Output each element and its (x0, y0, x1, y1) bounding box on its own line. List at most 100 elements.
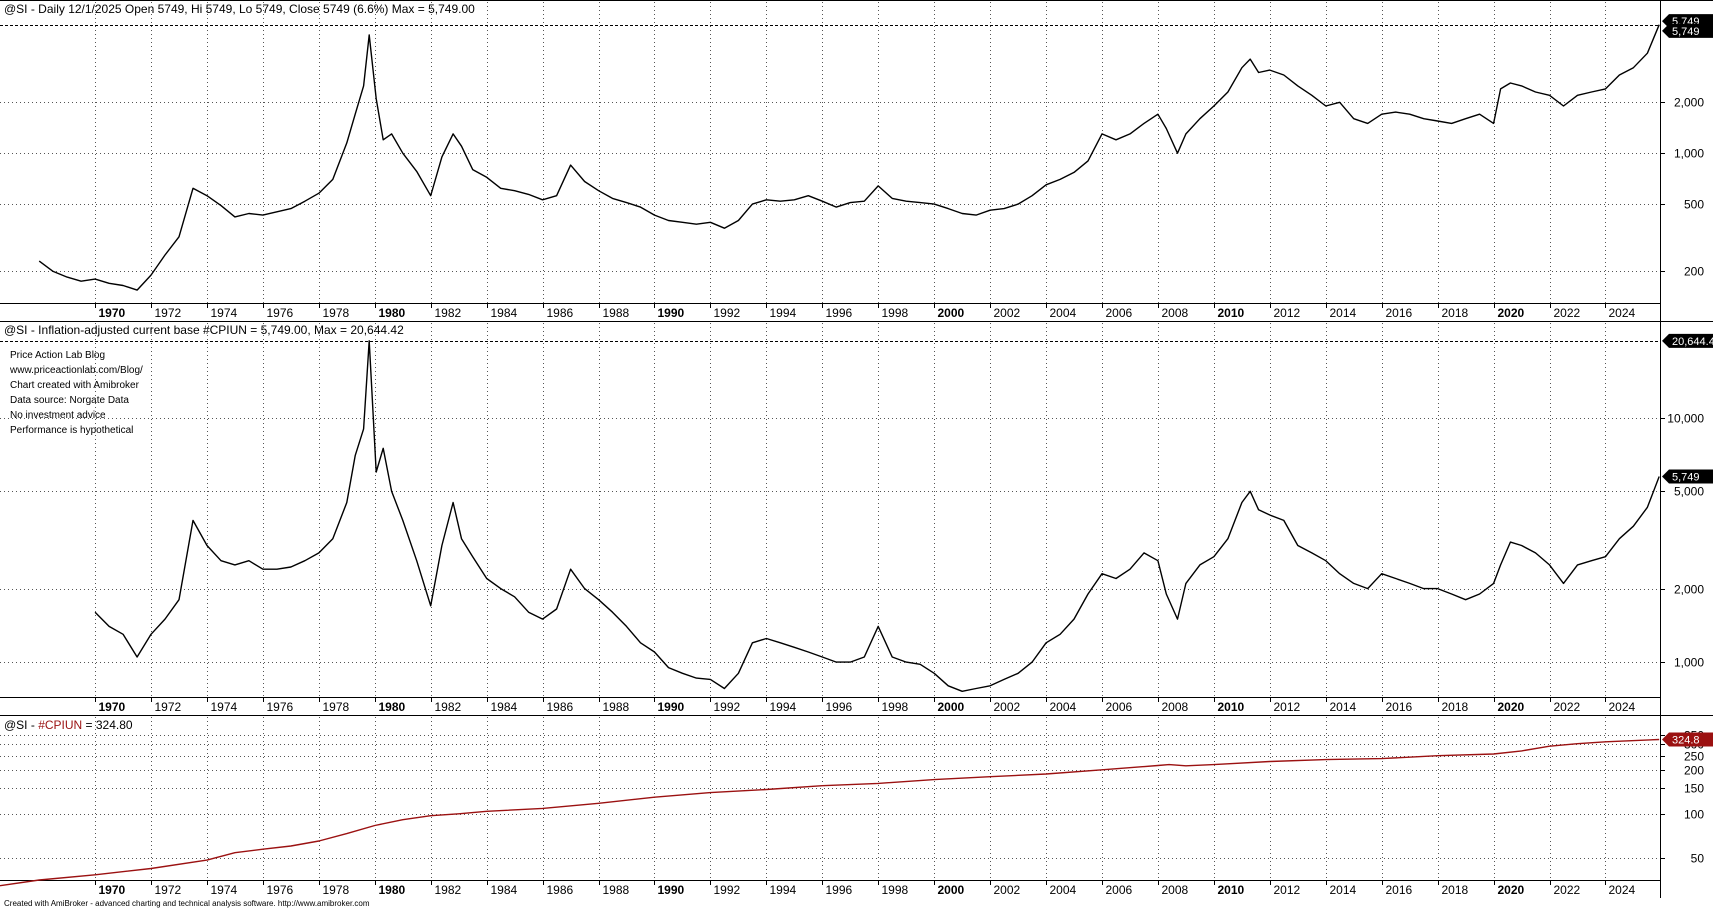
date-tick-label: 1994 (770, 306, 797, 320)
date-tick-label: 2006 (1106, 700, 1133, 714)
series-line (94, 340, 1660, 692)
last-value-badge-label: 5,749 (1672, 471, 1700, 483)
date-tick-label: 1984 (491, 700, 518, 714)
value-tick-label: 250 (1684, 750, 1704, 764)
date-tick-label: 1988 (603, 883, 630, 897)
date-tick-label: 2016 (1386, 306, 1413, 320)
date-tick-label: 2004 (1050, 883, 1077, 897)
date-tick-label: 1974 (211, 883, 238, 897)
date-tick-label: 2002 (994, 700, 1021, 714)
value-tick-label: 5,000 (1674, 485, 1704, 499)
date-tick-label: 1992 (714, 700, 741, 714)
date-tick-label: 2000 (938, 700, 965, 714)
date-tick-label: 1980 (379, 883, 406, 897)
date-tick-label: 2006 (1106, 883, 1133, 897)
date-tick-label: 2014 (1330, 700, 1357, 714)
date-tick-label: 1994 (770, 700, 797, 714)
note-line: Chart created with Amibroker (10, 380, 140, 391)
date-tick-label: 1976 (267, 883, 294, 897)
note-line: Price Action Lab Blog (10, 350, 105, 361)
value-tick-label: 1,000 (1674, 147, 1704, 161)
date-tick-label: 1984 (491, 883, 518, 897)
value-tick-label: 2,000 (1674, 96, 1704, 110)
date-tick-label: 2000 (938, 883, 965, 897)
date-tick-label: 1978 (323, 883, 350, 897)
date-tick-label: 2020 (1498, 306, 1525, 320)
date-tick-label: 2012 (1274, 700, 1301, 714)
price-pane[interactable]: @SI - Daily 12/1/2025 Open 5749, Hi 5749… (0, 0, 1713, 321)
date-tick-label: 1970 (99, 883, 126, 897)
date-tick-label: 2022 (1554, 700, 1581, 714)
footer-credit: Created with AmiBroker - advanced charti… (4, 899, 370, 908)
date-tick-label: 2012 (1274, 306, 1301, 320)
date-tick-label: 2010 (1218, 700, 1245, 714)
value-tick-label: 200 (1684, 764, 1704, 778)
max-value-badge (1662, 333, 1713, 348)
last-value-badge-label: 324.8 (1672, 734, 1700, 746)
last-value-badge (1662, 469, 1713, 484)
date-tick-label: 1992 (714, 883, 741, 897)
date-tick-label: 1972 (155, 700, 182, 714)
value-tick-label: 10,000 (1667, 412, 1704, 426)
date-tick-label: 2018 (1442, 306, 1469, 320)
date-tick-label: 2014 (1330, 306, 1357, 320)
date-tick-label: 2022 (1554, 883, 1581, 897)
note-line: www.priceactionlab.com/Blog/ (9, 365, 143, 376)
date-tick-label: 1998 (882, 306, 909, 320)
notes-block: Price Action Lab Blog www.priceactionlab… (9, 350, 143, 436)
date-tick-label: 1978 (323, 306, 350, 320)
date-tick-label: 2018 (1442, 700, 1469, 714)
value-tick-label: 1,000 (1674, 656, 1704, 670)
date-tick-label: 1996 (826, 306, 853, 320)
date-tick-label: 2002 (994, 306, 1021, 320)
date-tick-label: 2024 (1609, 306, 1636, 320)
date-tick-label: 1972 (155, 306, 182, 320)
note-line: No investment advice (10, 410, 106, 421)
date-tick-label: 1994 (770, 883, 797, 897)
date-tick-label: 2004 (1050, 306, 1077, 320)
date-tick-label: 1988 (603, 306, 630, 320)
date-tick-label: 1990 (658, 700, 685, 714)
cpi-title-prefix: @SI - (4, 718, 38, 732)
date-tick-label: 1978 (323, 700, 350, 714)
value-tick-label: 150 (1684, 782, 1704, 796)
close-value-badge-label: 5,749 (1672, 26, 1700, 38)
value-tick-label: 100 (1684, 808, 1704, 822)
date-tick-label: 1970 (99, 306, 126, 320)
cpi-title-text: @SI - #CPIUN = 324.80 (4, 718, 133, 732)
date-tick-label: 2000 (938, 306, 965, 320)
date-tick-label: 2008 (1162, 883, 1189, 897)
date-tick-label: 1992 (714, 306, 741, 320)
date-tick-label: 1982 (435, 306, 462, 320)
date-tick-label: 2016 (1386, 883, 1413, 897)
price-pane-title: @SI - Daily 12/1/2025 Open 5749, Hi 5749… (4, 2, 475, 16)
value-tick-label: 2,000 (1674, 583, 1704, 597)
date-tick-label: 2012 (1274, 883, 1301, 897)
date-tick-label: 1998 (882, 883, 909, 897)
inflation-pane-title: @SI - Inflation-adjusted current base #C… (4, 323, 404, 337)
date-tick-label: 1998 (882, 700, 909, 714)
date-tick-label: 1970 (99, 700, 126, 714)
cpi-title-suffix: = 324.80 (82, 718, 133, 732)
date-tick-label: 2020 (1498, 883, 1525, 897)
date-tick-label: 1982 (435, 700, 462, 714)
inflation-adjusted-pane[interactable]: @SI - Inflation-adjusted current base #C… (0, 321, 1713, 715)
date-tick-label: 1980 (379, 700, 406, 714)
date-tick-label: 1990 (658, 883, 685, 897)
series-line (0, 738, 1660, 887)
date-tick-label: 2020 (1498, 700, 1525, 714)
cpi-pane[interactable]: @SI - #CPIUN = 324.80 1970 1972 1974 1976 19… (0, 715, 1713, 898)
cpi-pane-title: @SI - #CPIUN = 324.80 (4, 718, 133, 732)
date-tick-label: 2010 (1218, 306, 1245, 320)
date-tick-label: 2006 (1106, 306, 1133, 320)
date-tick-label: 2016 (1386, 700, 1413, 714)
note-line: Performance is hypothetical (10, 425, 133, 436)
date-tick-label: 1976 (267, 306, 294, 320)
date-tick-label: 1988 (603, 700, 630, 714)
date-tick-label: 2014 (1330, 883, 1357, 897)
date-tick-label: 1984 (491, 306, 518, 320)
date-tick-label: 2022 (1554, 306, 1581, 320)
date-tick-label: 2002 (994, 883, 1021, 897)
date-tick-label: 2008 (1162, 306, 1189, 320)
